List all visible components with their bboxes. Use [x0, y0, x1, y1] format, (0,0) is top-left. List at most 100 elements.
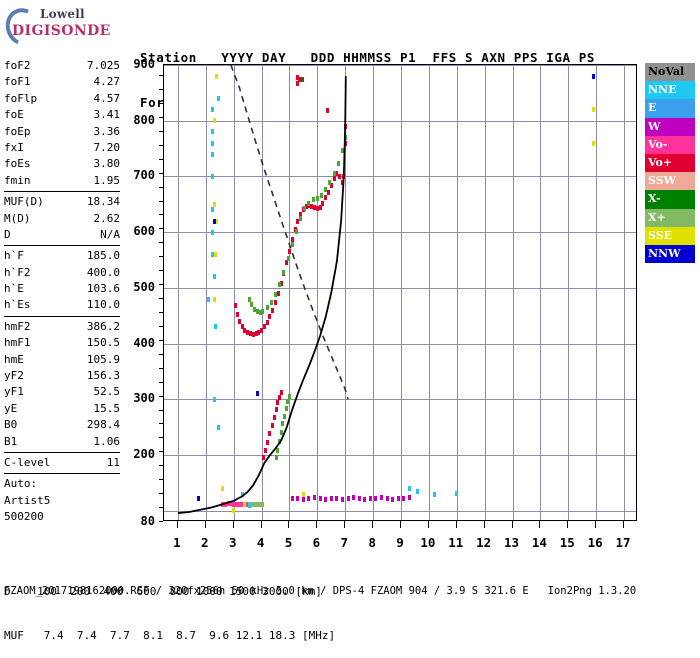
legend-item-x-[interactable]: X- [645, 190, 695, 209]
y-axis-tick [159, 130, 163, 132]
data-point [284, 405, 288, 411]
data-point [591, 107, 595, 113]
x-axis-label: 1 [173, 535, 181, 550]
y-axis-label: 200 [133, 447, 155, 462]
param-key: C-level [4, 455, 51, 469]
x-axis-tick [176, 521, 178, 528]
legend-item-vo-[interactable]: Vo+ [645, 153, 695, 173]
data-point [274, 292, 278, 298]
data-point [248, 331, 252, 337]
data-point [257, 330, 261, 335]
y-axis-tick [159, 200, 163, 202]
distance-row: D 100 200 400 600 800 1000 1500 3000 [km… [4, 585, 322, 598]
param-value: 3.41 [93, 108, 121, 122]
data-point [214, 324, 218, 330]
gridline-vertical [484, 65, 486, 520]
data-point [324, 187, 328, 193]
param-row: fmin 1.95 [4, 173, 120, 189]
data-point [315, 205, 319, 211]
gridline-horizontal [164, 232, 636, 234]
data-point [320, 192, 324, 198]
data-point [352, 494, 356, 500]
data-point [207, 296, 211, 302]
data-point [234, 501, 238, 507]
gridline-vertical [512, 65, 514, 520]
param-key: hmF1 [4, 336, 31, 350]
param-value: N/A [100, 227, 120, 241]
data-point [324, 497, 328, 503]
file-info-line: FZAOM_2017198162000.RSF / 320fx256h 50 k… [4, 585, 637, 597]
gridline-vertical [401, 65, 402, 520]
data-point [591, 73, 595, 79]
legend-item-x-[interactable]: X+ [645, 208, 695, 227]
data-point [332, 170, 336, 176]
x-axis-tick [623, 521, 625, 528]
param-row: h`F2 400.0 [4, 265, 120, 281]
data-point [215, 218, 219, 224]
legend-item-w[interactable]: W [645, 117, 695, 136]
muf-curve [230, 64, 349, 400]
legend-item-noval[interactable]: NoVal [645, 63, 695, 82]
data-point [328, 179, 332, 185]
data-point [307, 200, 311, 206]
data-point [310, 204, 314, 210]
legend-item-sse[interactable]: SSE [645, 226, 695, 245]
data-point [591, 140, 595, 146]
data-point [374, 496, 378, 502]
x-axis-label: 4 [256, 535, 265, 550]
param-key: h`E [4, 282, 24, 296]
data-point [264, 448, 268, 454]
legend-item-vo-[interactable]: Vo- [645, 135, 695, 154]
data-point [296, 496, 300, 502]
ionogram-plot-area[interactable] [163, 64, 637, 521]
data-point [282, 269, 286, 275]
param-value: 4.27 [93, 75, 121, 89]
data-point [321, 200, 325, 206]
x-axis-label: 11 [448, 535, 464, 550]
param-value: 7.025 [86, 59, 120, 72]
data-point [240, 324, 244, 330]
data-point [313, 205, 317, 211]
gridline-horizontal [164, 455, 636, 457]
data-point [232, 501, 236, 507]
gridline-vertical [568, 65, 570, 520]
y-axis-tick [159, 75, 163, 77]
data-point [246, 330, 250, 335]
gridline-vertical [540, 65, 542, 520]
data-point [258, 501, 262, 507]
data-point [260, 327, 264, 333]
param-row: hmE 105.9 [4, 352, 120, 368]
param-key: hmE [4, 352, 24, 366]
direction-color-legend[interactable]: NoVal NNE E W Vo- Vo+ SSW X- X+ SSE NNW [645, 63, 695, 264]
data-point [211, 229, 215, 235]
param-row: yE 15.5 [4, 401, 120, 417]
data-point [315, 196, 319, 202]
data-point [272, 414, 276, 420]
data-point [212, 396, 216, 402]
y-axis-tick [159, 423, 163, 425]
data-point [276, 448, 280, 454]
param-key: yF2 [4, 369, 24, 383]
data-point [211, 140, 215, 146]
x-axis-label: 17 [615, 535, 631, 550]
param-key: foEp [4, 124, 31, 138]
y-axis-label: 700 [133, 168, 155, 183]
legend-item-nnw[interactable]: NNW [645, 244, 695, 264]
legend-item-nne[interactable]: NNE [645, 81, 695, 100]
x-axis-tick [260, 521, 262, 528]
x-axis-label: 8 [368, 535, 376, 550]
data-point [216, 95, 220, 101]
param-row: foE 3.41 [4, 107, 120, 123]
data-point [407, 494, 411, 500]
x-axis-label: 6 [312, 535, 321, 550]
legend-item-e[interactable]: E [645, 99, 695, 118]
data-point [265, 305, 269, 311]
legend-item-ssw[interactable]: SSW [645, 172, 695, 191]
data-point [243, 327, 247, 333]
data-point [340, 179, 344, 185]
data-point [212, 118, 216, 124]
param-value: 185.0 [86, 249, 120, 263]
gridline-horizontal [164, 287, 636, 289]
param-row: h`E 103.6 [4, 281, 120, 297]
param-key: foFlp [4, 91, 38, 105]
